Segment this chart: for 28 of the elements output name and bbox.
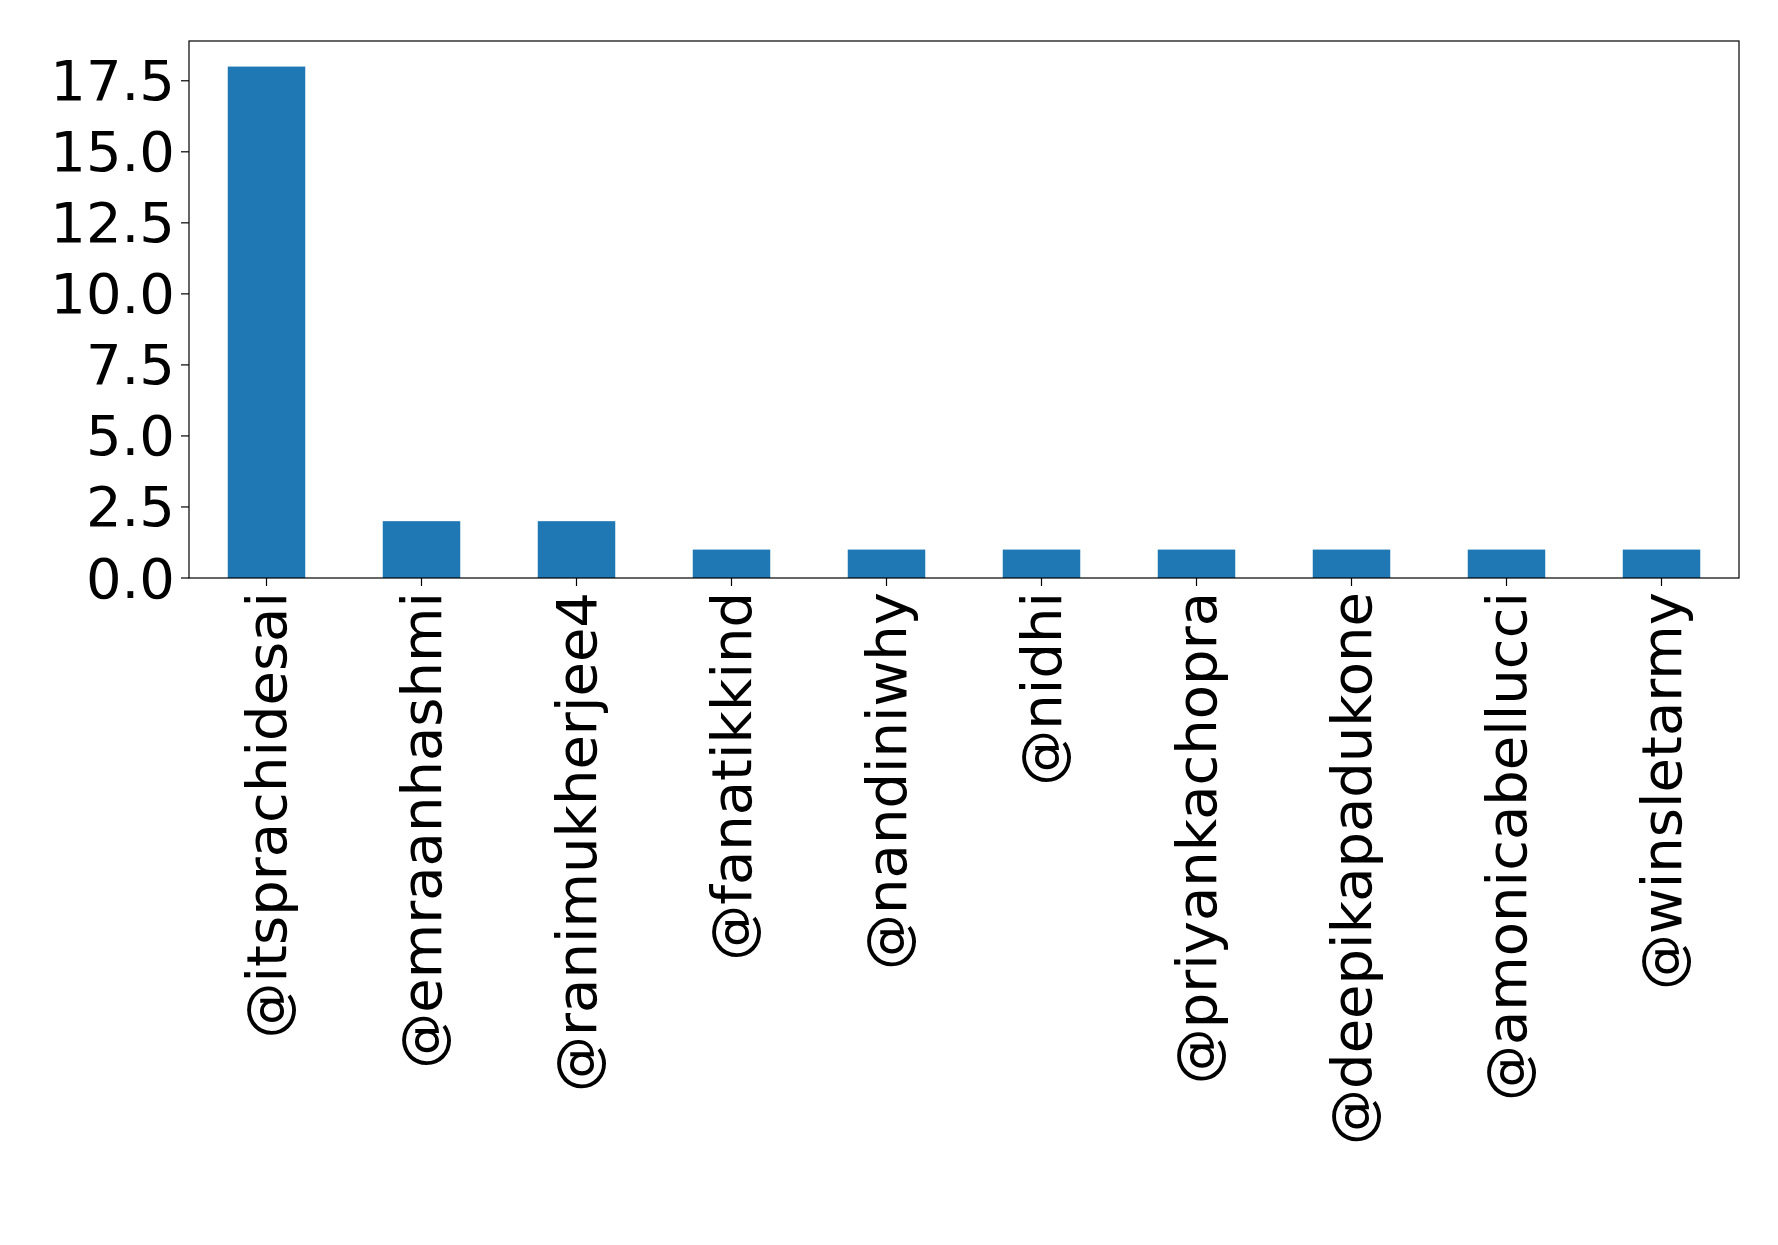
bar xyxy=(692,549,771,578)
bar xyxy=(847,549,926,578)
y-tick-label: 5.0 xyxy=(85,403,175,469)
bar xyxy=(1622,549,1701,578)
bar xyxy=(537,521,616,578)
x-tick-label: @deepikapadukone xyxy=(1319,592,1384,1145)
bar xyxy=(382,521,461,578)
y-tick-label: 7.5 xyxy=(85,332,175,398)
x-tick-label: @ranimukherjee4 xyxy=(544,592,609,1092)
x-tick-label: @emraanhashmi xyxy=(389,592,454,1069)
x-tick-label: @itsprachidesai xyxy=(234,592,299,1039)
y-tick-label: 10.0 xyxy=(50,261,175,327)
x-tick-label: @winsletarmy xyxy=(1629,592,1694,991)
y-tick-label: 12.5 xyxy=(50,190,175,256)
x-tick-label: @fanatikkind xyxy=(699,592,764,961)
y-tick-label: 2.5 xyxy=(85,474,175,540)
bar xyxy=(227,66,306,578)
x-tick-label: @nandiniwhy xyxy=(854,592,919,970)
x-tick-label: @nidhi xyxy=(1009,592,1074,786)
bar xyxy=(1157,549,1236,578)
bar xyxy=(1312,549,1391,578)
y-tick-label: 0.0 xyxy=(85,545,175,611)
bar xyxy=(1002,549,1081,578)
x-tick-label: @amonicabellucci xyxy=(1474,592,1539,1102)
y-tick-label: 15.0 xyxy=(50,119,175,185)
y-tick-label: 17.5 xyxy=(50,48,175,114)
bar xyxy=(1467,549,1546,578)
x-tick-label: @priyankachopra xyxy=(1164,592,1229,1085)
